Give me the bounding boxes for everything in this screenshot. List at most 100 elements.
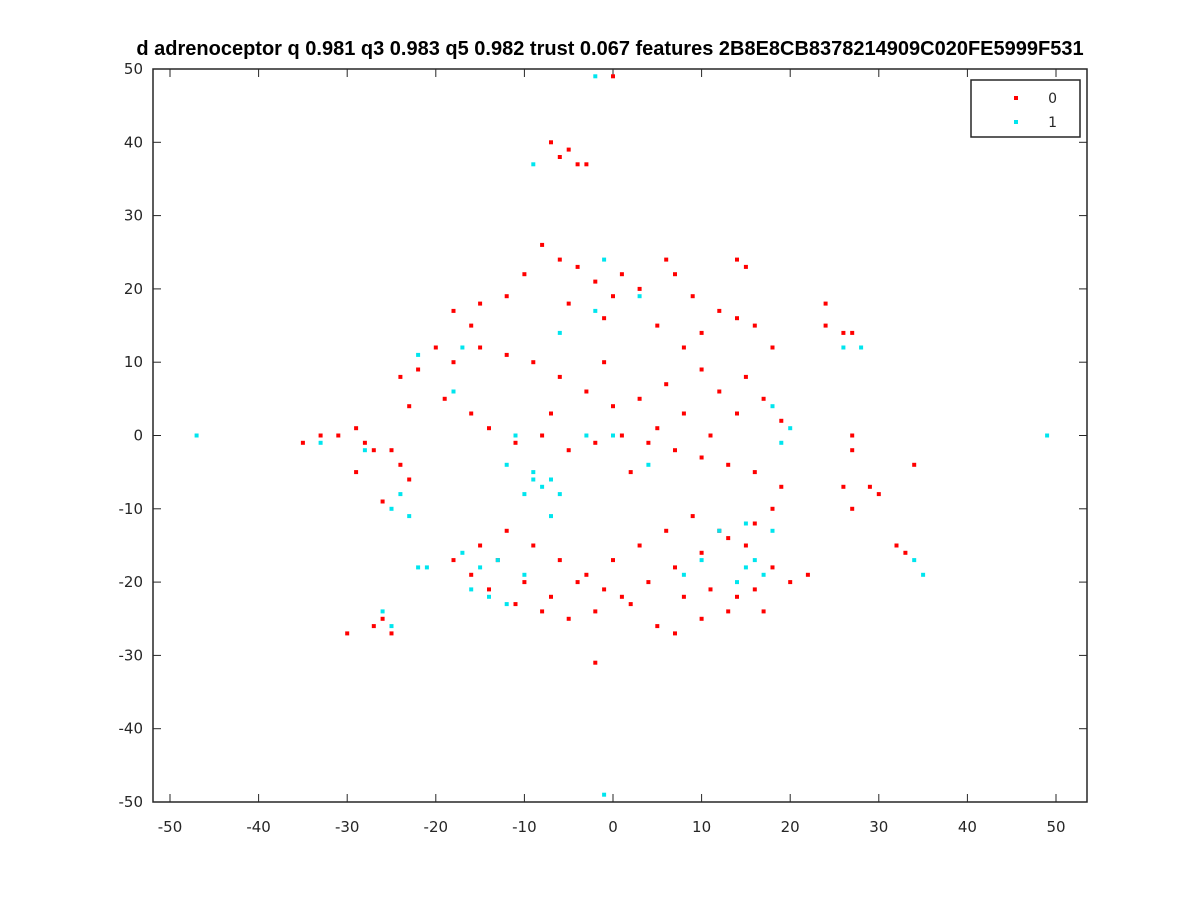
data-point-series-1 — [912, 558, 917, 563]
data-point-series-1 — [460, 345, 465, 350]
data-point-series-0 — [442, 396, 447, 401]
data-point-series-0 — [549, 594, 553, 599]
data-point-series-0 — [557, 374, 562, 379]
data-point-series-1 — [389, 506, 394, 511]
data-point-series-0 — [575, 264, 580, 269]
data-point-series-0 — [611, 74, 615, 79]
data-point-series-0 — [407, 404, 412, 409]
data-point-series-0 — [602, 316, 607, 321]
data-point-series-1 — [637, 294, 642, 299]
data-point-series-1 — [522, 492, 527, 497]
data-point-series-1 — [770, 528, 775, 533]
data-point-series-0 — [522, 580, 527, 585]
data-point-series-1 — [362, 448, 367, 453]
data-point-series-0 — [416, 367, 421, 372]
data-point-series-0 — [602, 360, 607, 365]
data-point-series-0 — [717, 308, 722, 313]
data-point-series-0 — [752, 587, 757, 592]
data-point-series-1 — [593, 308, 598, 313]
data-point-series-1 — [921, 572, 926, 577]
data-point-series-0 — [371, 624, 376, 629]
data-point-series-0 — [611, 294, 615, 299]
data-point-series-0 — [584, 572, 589, 577]
data-point-series-0 — [318, 433, 323, 438]
data-point-series-0 — [619, 272, 624, 277]
data-point-series-0 — [673, 565, 677, 570]
data-point-series-0 — [655, 323, 660, 328]
data-point-series-0 — [504, 352, 509, 357]
data-point-series-0 — [513, 602, 518, 607]
data-point-series-0 — [779, 418, 784, 423]
data-point-series-0 — [743, 374, 748, 379]
data-point-series-0 — [735, 411, 739, 416]
y-tick-label: 50 — [124, 60, 143, 78]
data-point-series-0 — [699, 367, 704, 372]
data-point-series-1 — [735, 580, 739, 585]
data-point-series-0 — [823, 323, 828, 328]
data-point-series-1 — [487, 594, 491, 599]
data-point-series-0 — [673, 272, 677, 277]
data-point-series-1 — [593, 74, 598, 79]
x-tick-label: 20 — [781, 818, 800, 836]
data-point-series-0 — [894, 543, 899, 548]
y-tick-label: 30 — [124, 207, 143, 225]
data-point-series-0 — [380, 616, 385, 621]
data-point-series-0 — [469, 572, 474, 577]
data-point-series-0 — [743, 543, 748, 548]
data-point-series-0 — [646, 440, 651, 445]
data-point-series-1 — [416, 352, 421, 357]
data-point-series-1 — [424, 565, 429, 570]
data-point-series-0 — [487, 587, 491, 592]
data-point-series-0 — [504, 528, 509, 533]
data-point-series-0 — [770, 345, 775, 350]
data-point-series-1 — [513, 433, 518, 438]
data-point-series-1 — [380, 609, 385, 614]
legend-label-series-0: 0 — [1048, 91, 1057, 107]
data-point-series-1 — [194, 433, 199, 438]
data-point-series-0 — [770, 506, 775, 511]
series-0 — [300, 74, 917, 665]
data-point-series-1 — [318, 440, 323, 445]
data-point-series-1 — [451, 389, 456, 394]
data-point-series-0 — [699, 330, 704, 335]
data-point-series-1 — [557, 330, 562, 335]
data-point-series-0 — [522, 272, 527, 277]
data-point-series-0 — [655, 426, 660, 431]
data-point-series-1 — [478, 565, 483, 570]
data-point-series-0 — [761, 396, 766, 401]
data-point-series-1 — [557, 492, 562, 497]
y-tick-label: -40 — [119, 720, 144, 738]
data-point-series-0 — [619, 594, 624, 599]
data-point-series-0 — [637, 543, 642, 548]
data-point-series-1 — [522, 572, 527, 577]
data-point-series-0 — [726, 536, 731, 541]
x-tick-label: -20 — [424, 818, 449, 836]
data-point-series-0 — [699, 616, 704, 621]
data-point-series-0 — [557, 558, 562, 563]
data-point-series-0 — [336, 433, 341, 438]
data-point-series-0 — [743, 264, 748, 269]
data-point-series-1 — [743, 521, 748, 526]
data-point-series-0 — [850, 330, 855, 335]
data-point-series-1 — [841, 345, 846, 350]
data-point-series-1 — [549, 514, 553, 519]
y-tick-label: 0 — [133, 427, 143, 445]
y-tick-label: -50 — [119, 793, 144, 811]
data-point-series-0 — [362, 440, 367, 445]
data-point-series-0 — [726, 462, 731, 467]
data-point-series-0 — [708, 433, 713, 438]
data-point-series-0 — [451, 360, 456, 365]
data-point-series-0 — [726, 609, 731, 614]
data-point-series-0 — [575, 580, 580, 585]
data-point-series-0 — [345, 631, 350, 636]
data-point-series-0 — [761, 609, 766, 614]
data-point-series-0 — [380, 499, 385, 504]
data-point-series-0 — [407, 477, 412, 482]
data-point-series-0 — [708, 587, 713, 592]
data-point-series-0 — [540, 609, 545, 614]
y-tick-label: -10 — [119, 500, 144, 518]
data-point-series-0 — [531, 360, 536, 365]
data-point-series-0 — [602, 587, 607, 592]
data-point-series-1 — [531, 470, 536, 475]
data-point-series-0 — [637, 396, 642, 401]
